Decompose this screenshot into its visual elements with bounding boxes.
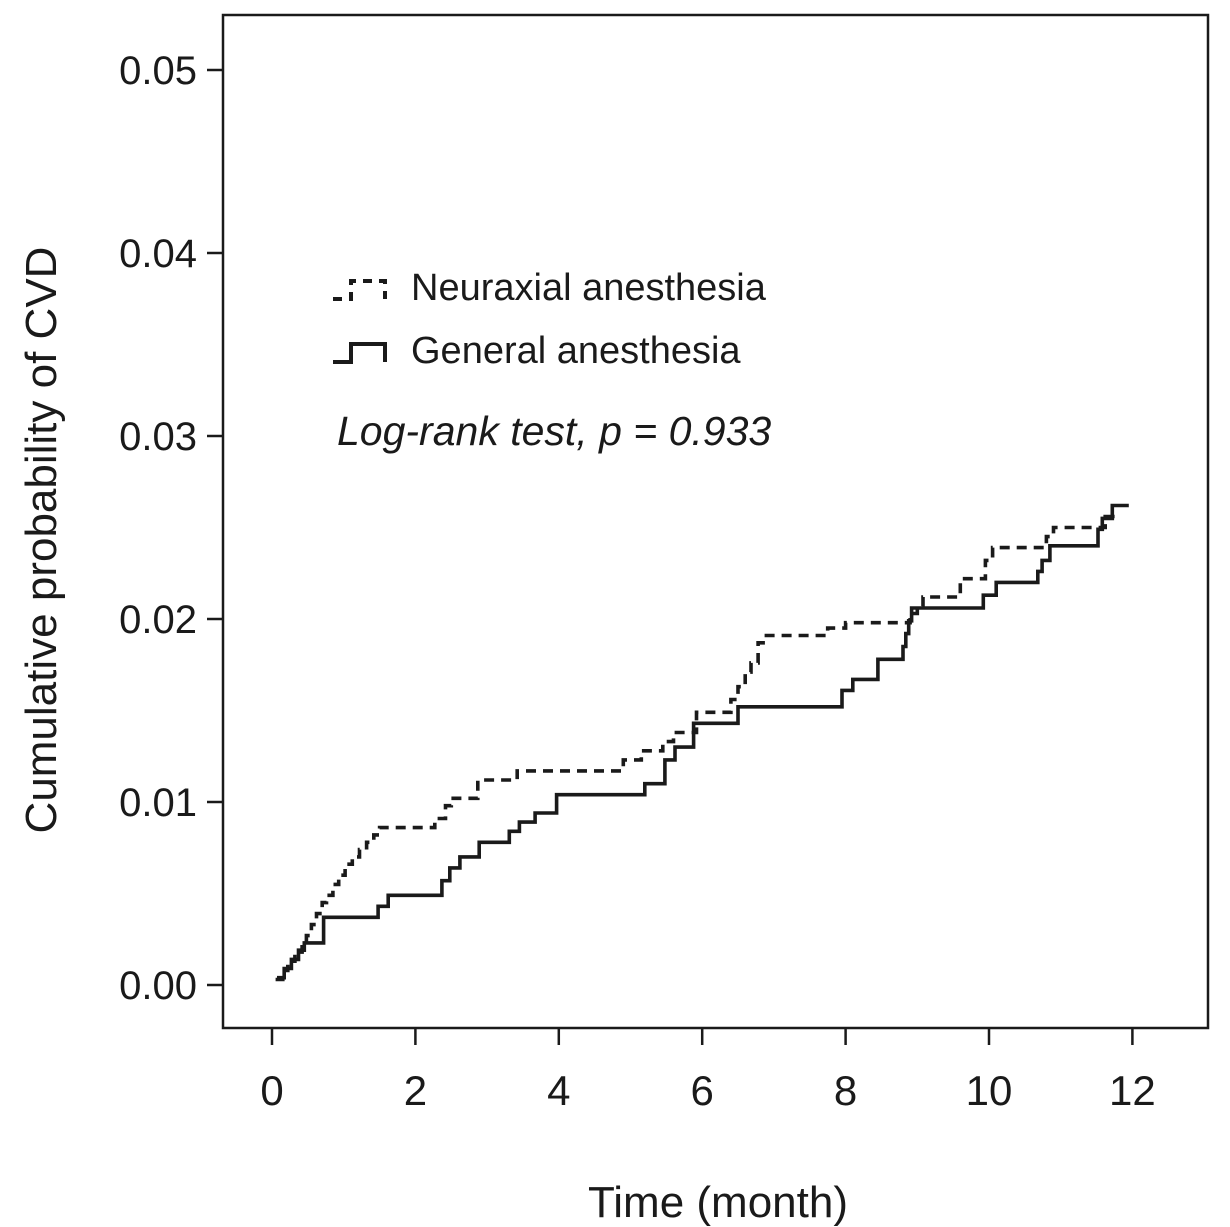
legend-row-neuraxial: Neuraxial anesthesia xyxy=(331,256,766,319)
legend-row-general: General anesthesia xyxy=(331,319,766,382)
legend: Neuraxial anesthesia General anesthesia xyxy=(331,256,766,382)
series-path-general-anesthesia xyxy=(277,503,1129,980)
x-tick-label: 4 xyxy=(547,1067,570,1114)
x-tick-label: 0 xyxy=(260,1067,283,1114)
x-tick-label: 8 xyxy=(834,1067,857,1114)
y-tick-label: 0.05 xyxy=(119,49,197,93)
legend-label-neuraxial: Neuraxial anesthesia xyxy=(411,266,766,309)
x-tick-label: 2 xyxy=(404,1067,427,1114)
y-tick-label: 0.03 xyxy=(119,415,197,459)
x-axis-title: Time (month) xyxy=(588,1178,848,1227)
x-tick-label: 10 xyxy=(966,1067,1013,1114)
plot-frame xyxy=(221,13,1210,1030)
y-tick-label: 0.01 xyxy=(119,781,197,825)
series-path-neuraxial-anesthesia xyxy=(275,514,1119,982)
y-axis-title: Cumulative probability of CVD xyxy=(17,246,66,834)
log-rank-annotation: Log-rank test, p = 0.933 xyxy=(337,408,772,454)
legend-label-general: General anesthesia xyxy=(411,329,741,372)
x-tick-label: 6 xyxy=(691,1067,714,1114)
solid-step-line-icon xyxy=(333,341,387,364)
y-tick-label: 0.04 xyxy=(119,232,197,276)
x-tick-label: 12 xyxy=(1109,1067,1156,1114)
y-tick-label: 0.02 xyxy=(119,598,197,642)
y-tick-label: 0.00 xyxy=(119,964,197,1008)
dashed-step-line-icon xyxy=(333,278,387,301)
